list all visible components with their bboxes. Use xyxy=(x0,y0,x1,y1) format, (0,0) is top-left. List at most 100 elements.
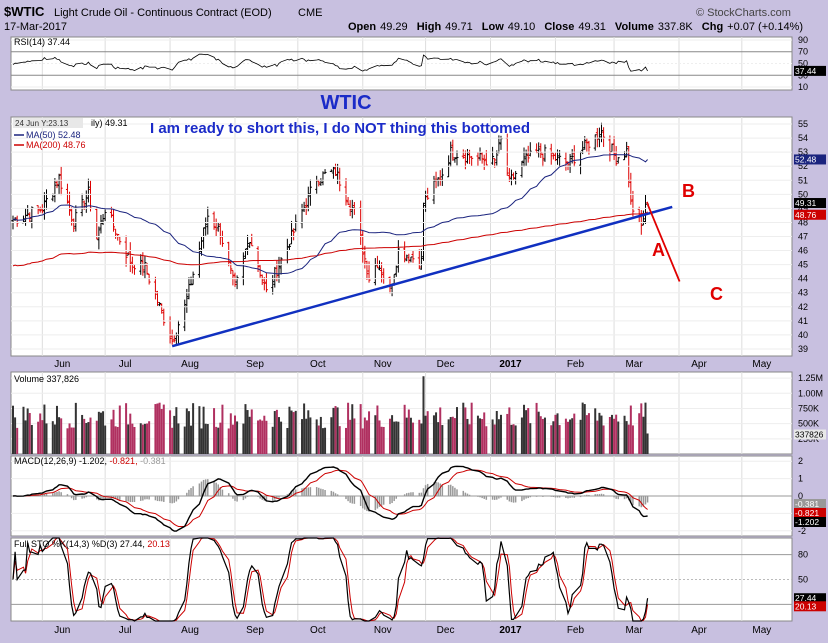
volume-bar xyxy=(479,418,482,454)
volume-bar xyxy=(388,418,391,454)
price-bar xyxy=(183,299,187,332)
volume-bar xyxy=(644,402,647,454)
price-bar xyxy=(42,192,46,220)
volume-bar xyxy=(83,418,86,454)
price-bar xyxy=(643,194,647,224)
volume-bar xyxy=(321,428,324,454)
volume-bar xyxy=(409,417,412,454)
volume-bar xyxy=(627,424,630,454)
volume-bar xyxy=(286,427,289,454)
volume-bar xyxy=(290,410,293,454)
volume-bar xyxy=(97,411,100,454)
volume-bar xyxy=(420,423,423,454)
price-bar xyxy=(233,272,237,287)
price-bar xyxy=(543,144,547,162)
price-bar xyxy=(528,142,532,157)
volume-bar xyxy=(198,406,201,454)
volume-bar xyxy=(412,422,415,454)
price-bar xyxy=(631,190,635,217)
volume-bar xyxy=(292,412,295,454)
volume-bar xyxy=(294,410,297,454)
volume-bar xyxy=(162,404,165,454)
volume-bar xyxy=(307,410,310,454)
volume-bar xyxy=(39,413,42,454)
volume-bar xyxy=(451,416,454,454)
volume-bar xyxy=(567,421,569,454)
x-tick-label: Oct xyxy=(310,359,326,370)
price-bar xyxy=(241,252,245,286)
volume-bar xyxy=(608,416,611,454)
price-tick-label: 50 xyxy=(798,189,808,199)
volume-bar xyxy=(275,409,278,454)
x-tick-label: Nov xyxy=(374,625,392,636)
price-bar xyxy=(558,150,562,167)
price-bar xyxy=(405,254,409,262)
volume-bar xyxy=(439,407,442,454)
volume-bar xyxy=(317,425,320,454)
wave-a-label: A xyxy=(652,240,665,260)
price-tick-label: 39 xyxy=(798,344,808,354)
chart-header: $WTIC Light Crude Oil - Continuous Contr… xyxy=(4,4,803,33)
volume-bar xyxy=(242,423,245,454)
volume-bar xyxy=(183,426,186,454)
volume-bar xyxy=(569,419,572,454)
macd-line xyxy=(12,465,648,532)
volume-bar xyxy=(464,407,467,454)
volume-bar xyxy=(133,426,136,454)
volume-bar xyxy=(334,406,337,454)
copyright-label: © StockCharts.com xyxy=(696,7,791,19)
volume-bar xyxy=(200,428,203,454)
price-tick-label: 42 xyxy=(798,302,808,312)
volume-bar xyxy=(602,425,605,454)
ma200-legend-label: MA(200) 48.76 xyxy=(26,140,86,150)
price-bar xyxy=(53,178,57,203)
volume-bar xyxy=(99,412,102,454)
volume-bar xyxy=(154,404,157,454)
x-tick-label: Apr xyxy=(691,625,707,636)
volume-bar xyxy=(227,428,230,454)
rsi-value-tag-bg xyxy=(794,65,826,76)
volume-bar xyxy=(426,411,429,454)
price-bar xyxy=(153,276,157,300)
volume-bar xyxy=(610,414,613,454)
wave-b-label: B xyxy=(682,181,695,201)
price-bar xyxy=(449,141,453,167)
macd-hist-tag: -0.381 xyxy=(795,499,819,509)
price-bar xyxy=(317,179,321,187)
volume-bar xyxy=(470,402,473,454)
volume-bar xyxy=(397,421,400,454)
volume-bar xyxy=(564,418,567,454)
price-bar xyxy=(204,217,208,236)
volume-bar xyxy=(85,423,88,454)
price-bar xyxy=(158,302,162,307)
volume-bar xyxy=(596,420,599,454)
sto-panel xyxy=(10,537,793,622)
price-bar xyxy=(455,150,459,166)
volume-bar xyxy=(583,404,586,454)
volume-bar xyxy=(617,421,620,454)
price-bar xyxy=(250,233,254,247)
price-bar xyxy=(65,183,69,204)
x-tick-label: Aug xyxy=(181,359,199,370)
volume-bar xyxy=(468,424,471,454)
volume-bar xyxy=(491,419,494,454)
volume-bar xyxy=(221,404,224,454)
volume-bar xyxy=(437,422,440,454)
volume-bar xyxy=(395,421,398,454)
volume-bar xyxy=(345,427,347,454)
volume-bar xyxy=(382,426,385,454)
volume-bar xyxy=(148,421,151,454)
price-bar xyxy=(541,153,545,167)
volume-bar xyxy=(112,409,115,454)
price-bar xyxy=(68,191,72,216)
volume-bar xyxy=(143,423,146,454)
macd-tick-label: -2 xyxy=(798,526,806,536)
volume-bar xyxy=(476,415,479,454)
rsi-panel xyxy=(10,36,793,91)
price-bar xyxy=(206,206,210,235)
sto-k-tag: 27.44 xyxy=(795,593,817,603)
price-bar xyxy=(86,178,90,203)
price-bar xyxy=(436,177,440,187)
price-bar xyxy=(197,241,201,278)
volume-bar xyxy=(204,423,207,454)
